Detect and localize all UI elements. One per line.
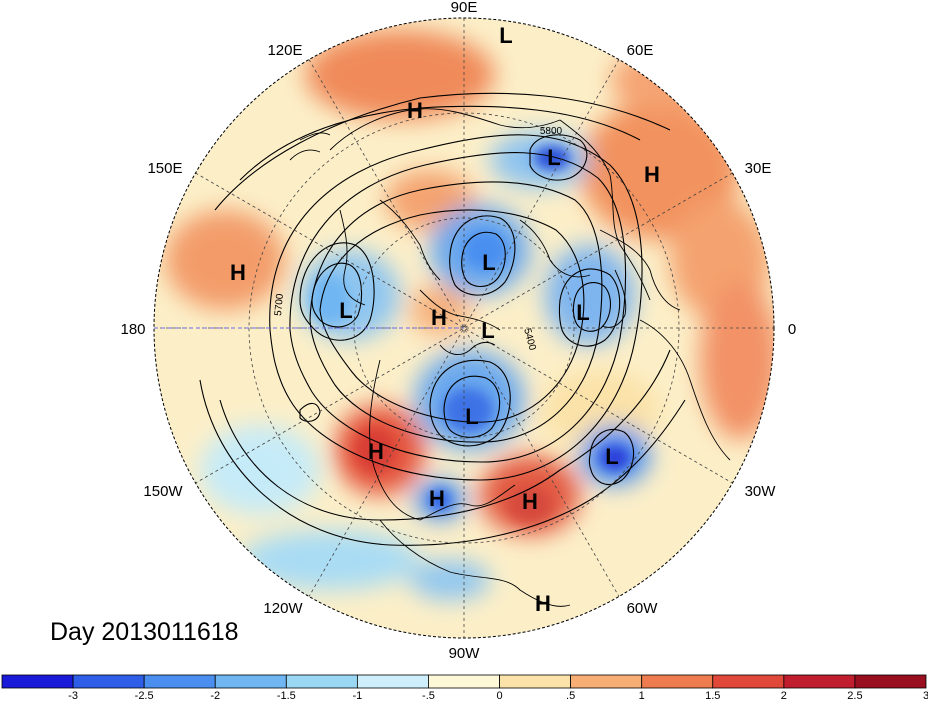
- colorbar-tick-label: -3: [68, 690, 78, 702]
- colorbar-tick-label: .5: [566, 690, 575, 702]
- colorbar-tick-label: 3: [923, 690, 928, 702]
- pressure-center-label: L: [499, 23, 512, 48]
- colorbar-swatch: [570, 674, 643, 689]
- lon-label-90w: 90W: [449, 645, 481, 662]
- colorbar-swatch: [712, 674, 785, 689]
- colorbar-tick-label: -2.5: [135, 690, 154, 702]
- pressure-center-label: H: [644, 162, 660, 187]
- pressure-center-label: L: [339, 298, 352, 323]
- colorbar-swatch: [783, 674, 856, 689]
- pressure-center-label: H: [429, 486, 445, 511]
- contour-label-5700: 5700: [273, 293, 286, 317]
- colorbar-swatch: [499, 674, 572, 689]
- colorbar-swatch: [143, 674, 216, 689]
- pressure-center-label: L: [576, 300, 589, 325]
- pressure-center-label: L: [465, 404, 478, 429]
- date-title: Day 2013011618: [50, 618, 239, 646]
- colorbar-tick-label: 1.5: [705, 690, 720, 702]
- colorbar-tick-label: -1.5: [277, 690, 296, 702]
- pressure-center-label: L: [481, 318, 494, 343]
- colorbar-tick-label: -1: [352, 690, 362, 702]
- lon-label-120w: 120W: [263, 600, 303, 617]
- pressure-center-label: H: [535, 591, 551, 616]
- pressure-center-label: L: [605, 444, 618, 469]
- pressure-center-label: H: [431, 305, 447, 330]
- colorbar-swatch: [641, 674, 714, 689]
- lon-label-150e: 150E: [147, 160, 182, 177]
- colorbar-tick-label: 2: [781, 690, 787, 702]
- pressure-centers: L H H L L H L L H L H H L L H H: [230, 23, 660, 616]
- lon-label-30e: 30E: [745, 160, 772, 177]
- lon-label-60w: 60W: [627, 600, 659, 617]
- colorbar-tick-label: -2: [210, 690, 220, 702]
- colorbar-tick-label: 0: [496, 690, 502, 702]
- pressure-center-label: H: [522, 489, 538, 514]
- lon-label-90e: 90E: [451, 0, 478, 16]
- coastlines: [289, 108, 731, 607]
- colorbar-swatch: [285, 674, 358, 689]
- colorbar-swatch: [428, 674, 500, 689]
- colorbar-swatch: [854, 674, 927, 689]
- pressure-center-label: H: [407, 98, 423, 123]
- colorbar-tick-label: 1: [639, 690, 645, 702]
- colorbar-swatch: [72, 674, 145, 689]
- lon-label-150w: 150W: [143, 483, 183, 500]
- lon-label-0: 0: [788, 321, 796, 338]
- pressure-center-label: H: [230, 260, 246, 285]
- map-boundary: [153, 17, 775, 639]
- colorbar-tick-label: -.5: [422, 690, 435, 702]
- pressure-center-label: L: [482, 250, 495, 275]
- colorbar-swatch: [214, 674, 287, 689]
- longitude-labels: 90E 120E 60E 150E 30E 180 0 150W 30W 120…: [120, 0, 796, 662]
- colorbar-swatch: [1, 674, 74, 689]
- pressure-center-label: H: [368, 439, 384, 464]
- colorbar-tick-label: 2.5: [847, 690, 862, 702]
- contour-label-5800: 5800: [540, 126, 563, 137]
- lon-label-60e: 60E: [627, 42, 654, 59]
- colorbar-swatch: [356, 674, 429, 689]
- colorbar: -3 -2.5 -2 -1.5 -1 -.5 0 .5 1 1.5 2 2.5 3: [1, 674, 928, 702]
- lon-label-30w: 30W: [745, 483, 777, 500]
- graticule: [154, 18, 774, 638]
- lon-label-120e: 120E: [267, 42, 302, 59]
- lon-label-180: 180: [120, 321, 145, 338]
- pressure-center-label: L: [547, 145, 560, 170]
